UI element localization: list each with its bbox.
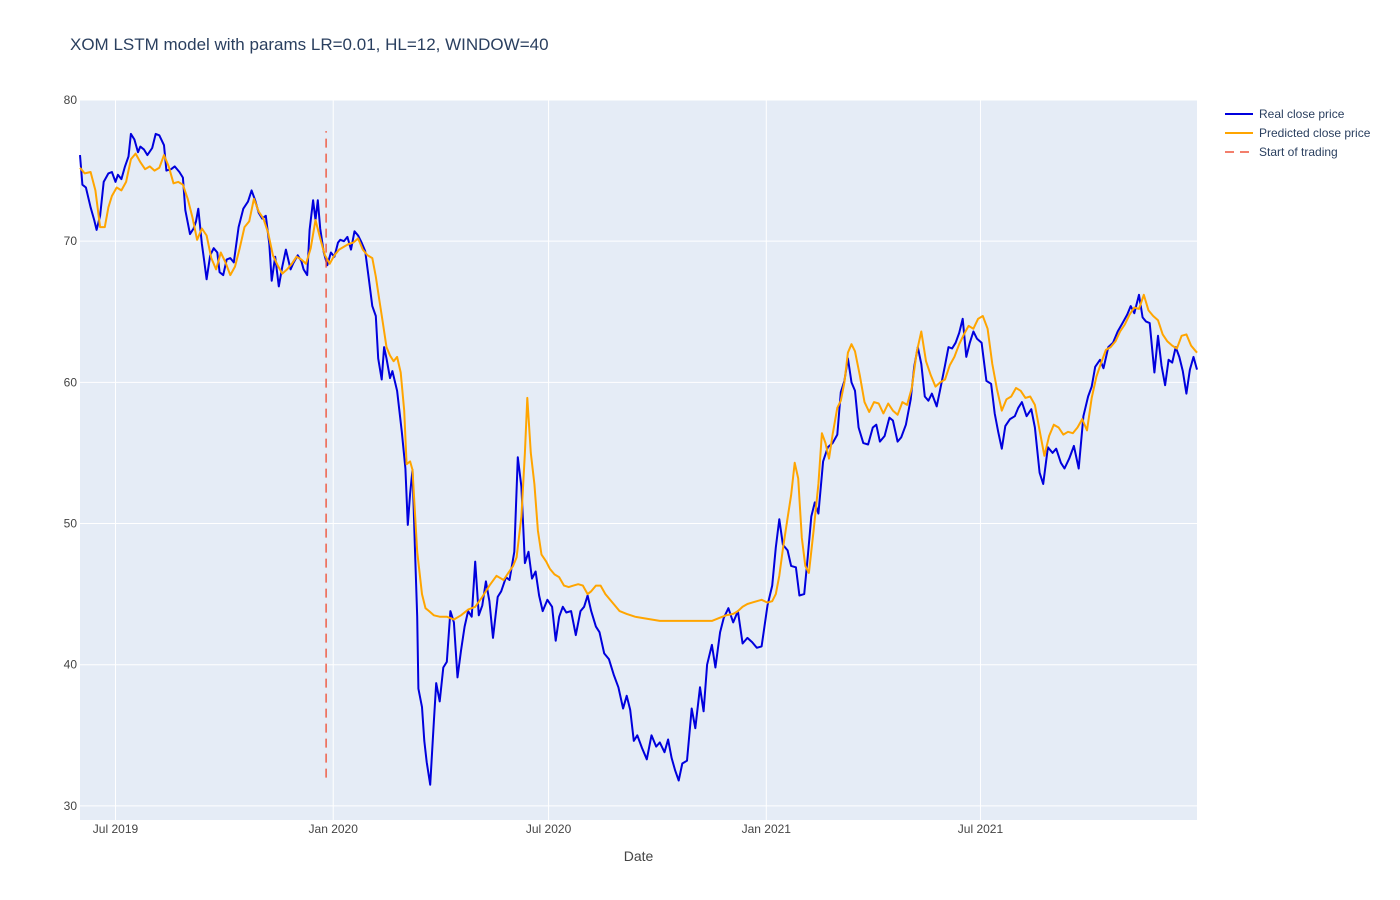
x-tick-label: Jul 2020 bbox=[526, 822, 572, 836]
series-line-real-close-price bbox=[79, 132, 1198, 786]
legend-item[interactable]: Start of trading bbox=[1225, 145, 1338, 159]
legend-item[interactable]: Predicted close price bbox=[1225, 126, 1371, 140]
x-axis-title: Date bbox=[624, 848, 654, 864]
x-tick-label: Jan 2020 bbox=[309, 822, 359, 836]
x-tick-label: Jul 2021 bbox=[958, 822, 1004, 836]
legend-label: Predicted close price bbox=[1259, 126, 1371, 140]
legend-label: Real close price bbox=[1259, 107, 1345, 121]
y-tick-label: 40 bbox=[64, 658, 78, 672]
legend-label: Start of trading bbox=[1259, 145, 1338, 159]
grid-lines bbox=[80, 99, 1197, 820]
y-axis-ticks: 30 40 50 60 70 80 bbox=[64, 93, 78, 813]
y-tick-label: 50 bbox=[64, 517, 78, 531]
legend[interactable]: Real close price Predicted close price Sta… bbox=[1225, 107, 1371, 159]
y-tick-label: 80 bbox=[64, 93, 78, 107]
y-tick-label: 60 bbox=[64, 375, 78, 389]
y-tick-label: 70 bbox=[64, 234, 78, 248]
x-axis-ticks: Jul 2019 Jan 2020 Jul 2020 Jan 2021 Jul 2021 bbox=[93, 822, 1004, 836]
legend-item[interactable]: Real close price bbox=[1225, 107, 1345, 121]
y-tick-label: 30 bbox=[64, 799, 78, 813]
x-tick-label: Jul 2019 bbox=[93, 822, 139, 836]
series-line-predicted-close-price bbox=[79, 152, 1198, 622]
plot-area bbox=[80, 100, 1197, 820]
chart-title: XOM LSTM model with params LR=0.01, HL=1… bbox=[70, 35, 549, 54]
x-tick-label: Jan 2021 bbox=[742, 822, 792, 836]
series-lines bbox=[79, 131, 1198, 786]
